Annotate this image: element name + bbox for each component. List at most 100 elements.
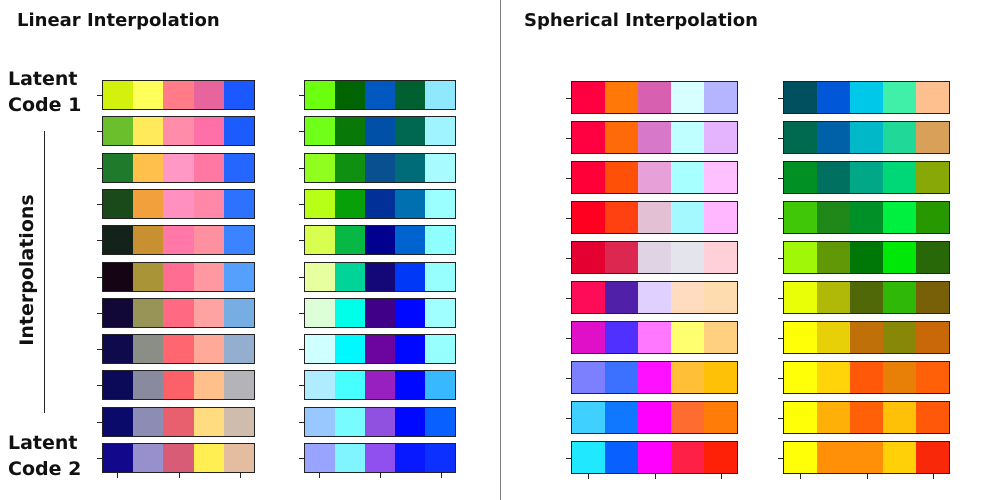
color-swatch (883, 322, 916, 353)
axis-tick (778, 177, 783, 179)
color-swatch (671, 122, 704, 153)
color-swatch (704, 242, 737, 273)
palette-row (571, 441, 738, 474)
color-swatch (133, 407, 164, 436)
color-swatch (572, 202, 605, 233)
color-swatch (784, 162, 817, 193)
color-swatch (883, 122, 916, 153)
color-swatch (103, 262, 134, 291)
axis-tick (866, 474, 868, 479)
palette-row (102, 188, 255, 219)
color-swatch (133, 298, 164, 327)
palette-row (102, 297, 255, 328)
color-swatch (193, 81, 224, 109)
axis-tick (778, 377, 783, 379)
color-swatch (103, 117, 134, 146)
axis-tick (97, 312, 102, 314)
color-swatch (916, 282, 949, 313)
palette-row (571, 401, 738, 434)
axis-tick (380, 473, 381, 478)
color-swatch (335, 444, 365, 472)
color-swatch (425, 189, 455, 218)
axis-tick (97, 276, 102, 278)
color-swatch (103, 407, 134, 436)
color-swatch (817, 442, 850, 473)
color-swatch (605, 402, 638, 433)
color-swatch (395, 226, 425, 255)
palette-row (304, 116, 456, 147)
axis-tick (778, 337, 783, 339)
color-swatch (850, 402, 883, 433)
color-swatch (425, 298, 455, 327)
color-swatch (193, 189, 224, 218)
color-swatch (133, 226, 164, 255)
color-swatch (223, 189, 255, 218)
axis-tick (299, 312, 304, 314)
color-swatch (704, 282, 737, 313)
axis-tick (299, 167, 304, 169)
axis-tick (566, 377, 571, 379)
color-swatch (784, 202, 817, 233)
palette-row (783, 441, 950, 474)
color-swatch (365, 226, 395, 255)
color-swatch (103, 226, 134, 255)
color-swatch (916, 242, 949, 273)
axis-tick (566, 97, 571, 99)
color-swatch (223, 407, 255, 436)
color-swatch (916, 442, 949, 473)
color-swatch (704, 82, 737, 113)
linear-interpolation-title: Linear Interpolation (17, 10, 220, 31)
axis-tick (97, 167, 102, 169)
latent-code-1-line2: Code 1 (8, 94, 82, 116)
color-swatch (395, 117, 425, 146)
axis-tick (239, 473, 241, 478)
color-swatch (572, 122, 605, 153)
color-swatch (305, 262, 335, 291)
color-swatch (395, 335, 425, 364)
color-swatch (133, 189, 164, 218)
palette-row (304, 334, 456, 365)
axis-tick (587, 474, 589, 479)
latent-code-2-line2: Code 2 (8, 458, 82, 480)
color-swatch (335, 335, 365, 364)
axis-tick (566, 217, 571, 219)
color-swatch (916, 82, 949, 113)
color-swatch (223, 335, 255, 364)
color-swatch (133, 81, 164, 109)
color-swatch (572, 242, 605, 273)
color-swatch (704, 122, 737, 153)
color-swatch (365, 298, 395, 327)
color-swatch (305, 298, 335, 327)
color-swatch (572, 282, 605, 313)
palette-row (783, 241, 950, 274)
color-swatch (223, 444, 255, 472)
palette-row (102, 334, 255, 365)
palette-row (571, 361, 738, 394)
color-swatch (365, 189, 395, 218)
color-swatch (638, 322, 671, 353)
color-swatch (133, 371, 164, 400)
palette-row (102, 152, 255, 183)
color-swatch (883, 362, 916, 393)
color-swatch (850, 162, 883, 193)
color-swatch (193, 226, 224, 255)
axis-tick (299, 349, 304, 351)
color-swatch (784, 282, 817, 313)
color-swatch (704, 322, 737, 353)
color-swatch (605, 242, 638, 273)
color-swatch (704, 442, 737, 473)
axis-tick (97, 349, 102, 351)
color-swatch (425, 81, 455, 109)
palette-row (571, 81, 738, 114)
color-swatch (133, 444, 164, 472)
color-swatch (572, 162, 605, 193)
color-swatch (638, 282, 671, 313)
palette-row (571, 121, 738, 154)
color-swatch (133, 262, 164, 291)
color-swatch (572, 402, 605, 433)
color-swatch (223, 226, 255, 255)
axis-tick (566, 337, 571, 339)
color-swatch (817, 242, 850, 273)
spherical-interpolation-title: Spherical Interpolation (524, 10, 758, 31)
color-swatch (605, 122, 638, 153)
